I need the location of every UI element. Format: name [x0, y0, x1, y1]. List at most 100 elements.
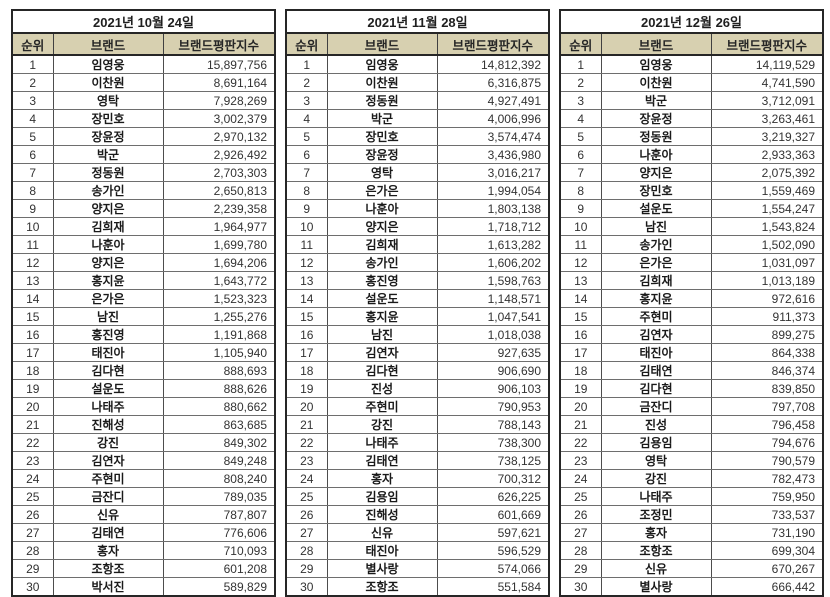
index-cell: 738,125 [436, 451, 550, 470]
brand-cell: 주현미 [326, 397, 438, 416]
rank-cell: 20 [560, 397, 602, 416]
index-cell: 788,143 [436, 415, 550, 434]
table-date: 2021년 12월 26일 [560, 10, 824, 34]
rank-cell: 4 [12, 109, 53, 128]
brand-cell: 홍지윤 [600, 289, 712, 308]
brand-cell: 설운도 [600, 199, 712, 218]
rank-cell: 1 [12, 55, 53, 74]
rank-cell: 11 [286, 235, 328, 254]
rank-column-header: 순위 [286, 33, 328, 56]
rank-cell: 17 [560, 343, 602, 362]
rank-cell: 30 [300, 579, 314, 594]
rank-cell: 7 [286, 163, 328, 182]
table-row: 5 정동원 3,219,327 [560, 127, 824, 146]
index-cell: 796,458 [710, 415, 824, 434]
index-cell: 864,338 [710, 343, 824, 362]
brand-cell: 조항조 [326, 577, 438, 596]
rank-cell: 16 [560, 325, 602, 344]
rank-cell: 4 [560, 109, 602, 128]
brand-cell: 송가인 [326, 253, 438, 272]
index-cell: 1,699,780 [162, 235, 276, 254]
rank-cell: 25 [286, 487, 328, 506]
table-row: 1 임영웅 15,897,756 [12, 55, 276, 74]
index-cell: 1,013,189 [710, 271, 824, 290]
rank-cell: 22 [286, 433, 328, 452]
table-row: 21 진해성 863,685 [12, 415, 276, 434]
index-cell: 1,964,977 [162, 217, 276, 236]
brand-cell: 김태연 [326, 451, 438, 470]
rank-cell: 12 [286, 253, 328, 272]
rank-cell: 27 [286, 523, 328, 542]
rank-cell: 13 [560, 271, 602, 290]
table-row: 15 홍지윤 1,047,541 [286, 307, 550, 326]
brand-cell: 강진 [600, 469, 712, 488]
brand-cell: 은가은 [600, 253, 712, 272]
brand-cell: 신유 [600, 559, 712, 578]
rank-cell: 24 [560, 469, 602, 488]
brand-cell: 김용임 [600, 433, 712, 452]
brand-cell: 나태주 [52, 397, 163, 416]
rank-cell: 14 [286, 289, 328, 308]
brand-cell: 장윤정 [52, 127, 163, 146]
table-row: 29 조항조 601,208 [12, 559, 276, 578]
rank-cell: 9 [286, 199, 328, 218]
brand-cell: 양지은 [600, 163, 712, 182]
table-row: 3 박군 3,712,091 [560, 91, 824, 110]
brand-cell: 별사랑 [600, 577, 712, 596]
table-row: 4 장민호 3,002,379 [12, 109, 276, 128]
index-cell: 731,190 [710, 523, 824, 542]
brand-cell: 태진아 [326, 541, 438, 560]
brand-cell: 주현미 [52, 469, 163, 488]
rank-cell: 15 [560, 307, 602, 326]
table-row: 15 주현미 911,373 [560, 307, 824, 326]
index-cell: 1,643,772 [162, 271, 276, 290]
rank-cell: 16 [286, 325, 328, 344]
rank-cell: 25 [12, 487, 53, 506]
index-cell: 596,529 [436, 541, 550, 560]
rank-cell: 2 [560, 73, 602, 92]
index-cell: 574,066 [436, 559, 550, 578]
index-cell: 846,374 [710, 361, 824, 380]
rank-cell: 2 [12, 73, 53, 92]
brand-cell: 홍진영 [326, 271, 438, 290]
brand-cell: 나훈아 [52, 235, 163, 254]
rank-column-header: 순위 [560, 33, 602, 56]
monthly-ranking-tables: 2021년 10월 24일 순위 브랜드 브랜드평판지수 1 임영웅 15,897,… [11, 9, 830, 597]
table-row: 22 강진 849,302 [12, 433, 276, 452]
table-row: 26 진해성 601,669 [286, 505, 550, 524]
table-row: 4 장윤정 3,263,461 [560, 109, 824, 128]
index-cell: 14,119,529 [710, 55, 824, 74]
rank-cell: 25 [560, 487, 602, 506]
brand-cell: 홍자 [326, 469, 438, 488]
rank-cell: 16 [12, 325, 53, 344]
index-cell: 3,263,461 [710, 109, 824, 128]
table-row: 27 김태연 776,606 [12, 523, 276, 542]
index-cell: 849,248 [162, 451, 276, 470]
brand-cell: 조항조 [600, 541, 712, 560]
table-row: 3 영탁 7,928,269 [12, 91, 276, 110]
brand-cell: 나태주 [600, 487, 712, 506]
rank-cell: 6 [560, 145, 602, 164]
brand-cell: 홍지윤 [326, 307, 438, 326]
brand-cell: 김태연 [600, 361, 712, 380]
rank-cell: 19 [560, 379, 602, 398]
index-cell: 782,473 [710, 469, 824, 488]
index-cell: 911,373 [710, 307, 824, 326]
rank-cell: 28 [286, 541, 328, 560]
rank-cell: 27 [560, 523, 602, 542]
brand-cell: 은가은 [52, 289, 163, 308]
rank-cell: 8 [12, 181, 53, 200]
brand-cell: 장민호 [326, 127, 438, 146]
index-cell: 3,219,327 [710, 127, 824, 146]
index-cell: 849,302 [162, 433, 276, 452]
brand-cell: 진성 [600, 415, 712, 434]
index-cell: 1,018,038 [436, 325, 550, 344]
table-row: 23 김태연 738,125 [286, 451, 550, 470]
rank-cell: 12 [12, 253, 53, 272]
index-cell: 7,928,269 [162, 91, 276, 110]
column-header-row: 순위 브랜드 브랜드평판지수 [12, 33, 276, 56]
rank-cell: 9 [12, 199, 53, 218]
index-cell: 1,148,571 [436, 289, 550, 308]
brand-cell: 김연자 [326, 343, 438, 362]
rank-cell: 2 [286, 73, 328, 92]
